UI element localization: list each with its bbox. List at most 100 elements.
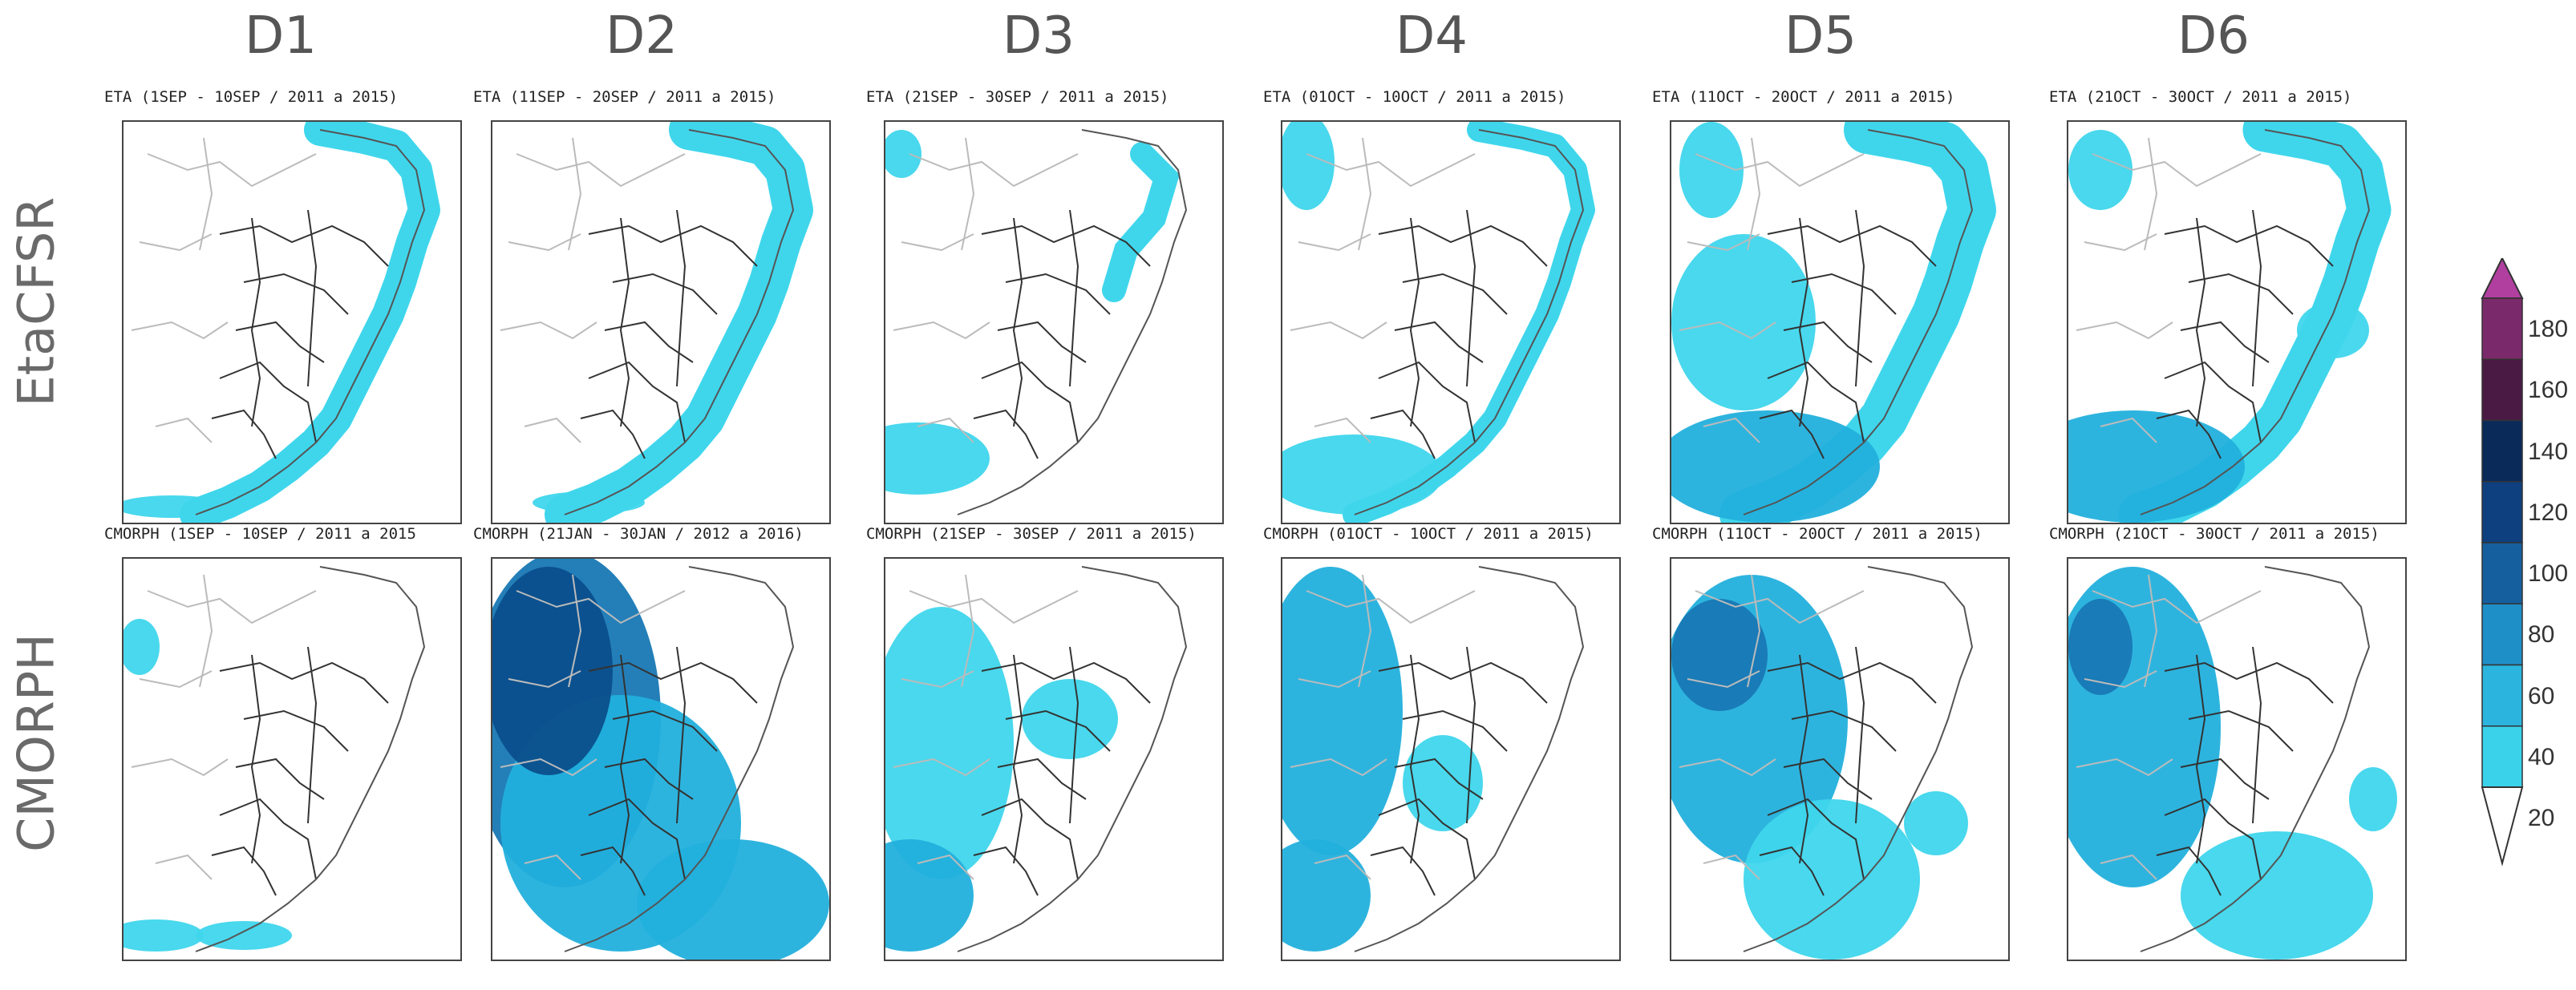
state-boundary — [250, 217, 261, 427]
state-boundary — [1402, 709, 1508, 752]
coastline — [957, 566, 1188, 952]
rainfall-area — [1679, 122, 1744, 218]
state-boundary — [219, 798, 317, 880]
colorbar-segment — [2481, 542, 2523, 604]
gray-boundary — [909, 153, 1079, 188]
state-boundary — [612, 273, 718, 315]
state-boundary — [219, 661, 389, 704]
gray-boundary — [1687, 670, 1760, 689]
state-boundary — [588, 224, 758, 267]
gray-boundary — [961, 137, 975, 251]
gray-boundary — [524, 417, 581, 443]
state-boundary — [1378, 661, 1548, 704]
rainfall-area — [2349, 767, 2397, 831]
gray-boundary — [1298, 233, 1371, 252]
state-boundary — [580, 846, 646, 896]
state-boundary — [1012, 654, 1023, 864]
state-boundary — [2195, 217, 2206, 427]
state-boundary — [973, 409, 1039, 459]
state-boundary — [1767, 361, 1865, 443]
panel-title: CMORPH (11OCT - 20OCT / 2011 a 2015) — [1652, 525, 1983, 543]
precipitation-colorbar — [2481, 258, 2524, 867]
state-boundary — [211, 846, 277, 896]
eta-panel: ETA (21OCT - 30OCT / 2011 a 2015) — [2049, 88, 2426, 537]
cmorph-panel: CMORPH (21OCT - 30OCT / 2011 a 2015) — [2049, 525, 2426, 974]
precipitation-map — [1670, 120, 2010, 524]
precipitation-map — [884, 557, 1224, 961]
panel-title: CMORPH (21OCT - 30OCT / 2011 a 2015) — [2049, 525, 2380, 543]
panel-title: ETA (01OCT - 10OCT / 2011 a 2015) — [1263, 88, 1566, 106]
gray-boundary — [524, 854, 581, 880]
rainfall-area — [492, 567, 613, 775]
state-boundary — [1069, 209, 1079, 387]
colorbar-label: 120 — [2528, 499, 2569, 526]
gray-boundary — [147, 153, 317, 188]
panel-title: CMORPH (01OCT - 10OCT / 2011 a 2015) — [1263, 525, 1594, 543]
state-boundary — [997, 758, 1087, 800]
column-header-d4: D4 — [1395, 6, 1468, 66]
colorbar-segment — [2481, 358, 2523, 422]
rainfall-area — [2297, 302, 2369, 358]
state-boundary — [1767, 798, 1865, 880]
rainfall-area — [1403, 735, 1483, 831]
gray-boundary — [508, 670, 581, 689]
eta-panel: ETA (11SEP - 20SEP / 2011 a 2015) — [473, 88, 850, 537]
state-boundary — [981, 361, 1079, 443]
rainfall-area — [1282, 122, 1335, 210]
rainfall-area — [1671, 599, 1768, 711]
state-boundary — [2180, 321, 2270, 363]
state-boundary — [2164, 224, 2334, 267]
rainfall-area — [1671, 234, 1816, 410]
gray-boundary — [1747, 137, 1761, 251]
state-boundary — [973, 846, 1039, 896]
state-boundary — [588, 798, 686, 880]
rainfall-band — [1102, 142, 1180, 302]
state-boundary — [1378, 361, 1476, 443]
gray-boundary — [2092, 153, 2262, 188]
state-boundary — [619, 217, 630, 427]
state-boundary — [580, 409, 646, 459]
state-boundary — [1855, 646, 1865, 824]
panel-title: CMORPH (21JAN - 30JAN / 2012 a 2016) — [473, 525, 804, 543]
state-boundary — [243, 273, 349, 315]
state-boundary — [1759, 409, 1825, 459]
panel-title: ETA (21OCT - 30OCT / 2011 a 2015) — [2049, 88, 2352, 106]
gray-boundary — [1703, 417, 1760, 443]
colorbar-segment — [2481, 664, 2523, 727]
gray-boundary — [1298, 670, 1371, 689]
precipitation-map — [491, 120, 831, 524]
state-boundary — [307, 209, 318, 387]
colorbar-label: 100 — [2528, 560, 2569, 588]
gray-boundary — [1314, 854, 1371, 880]
colorbar-segment — [2481, 603, 2523, 666]
gray-boundary — [2084, 670, 2157, 689]
gray-boundary — [2076, 321, 2173, 340]
gray-boundary — [917, 854, 974, 880]
rainfall-area — [637, 839, 829, 960]
row-header-etacfsr: EtaCFSR — [6, 196, 66, 407]
rainfall-area — [1671, 410, 1880, 523]
gray-boundary — [1695, 590, 1865, 624]
precipitation-map — [1281, 557, 1621, 961]
state-boundary — [1394, 758, 1484, 800]
gray-boundary — [961, 574, 975, 688]
state-boundary — [1069, 646, 1079, 824]
state-boundary — [2188, 709, 2294, 752]
gray-boundary — [1290, 321, 1387, 340]
cmorph-panel: CMORPH (21JAN - 30JAN / 2012 a 2016) — [473, 525, 850, 974]
column-header-d5: D5 — [1784, 6, 1857, 66]
state-boundary — [1798, 654, 1809, 864]
state-boundary — [1402, 273, 1508, 315]
state-boundary — [1409, 217, 1420, 427]
state-boundary — [1855, 209, 1865, 387]
rainfall-area — [885, 839, 974, 952]
state-boundary — [2252, 209, 2262, 387]
state-boundary — [676, 646, 687, 824]
colorbar-label: 180 — [2528, 316, 2569, 343]
gray-boundary — [2100, 854, 2157, 880]
rainfall-area — [533, 491, 645, 514]
gray-boundary — [1703, 854, 1760, 880]
gray-boundary — [155, 854, 213, 880]
state-boundary — [219, 361, 317, 443]
cmorph-panel: CMORPH (01OCT - 10OCT / 2011 a 2015) — [1263, 525, 1640, 974]
